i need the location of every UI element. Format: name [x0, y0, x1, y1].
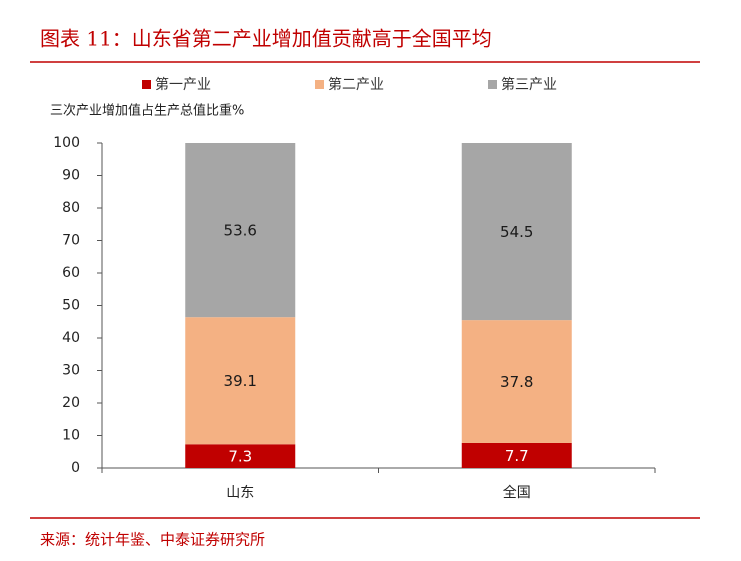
value-label: 7.3	[228, 448, 252, 466]
y-tick-label: 20	[62, 395, 80, 411]
bar-segment	[461, 320, 572, 443]
y-tick-label: 60	[62, 265, 80, 281]
legend-swatch	[142, 80, 151, 89]
y-tick-label: 0	[71, 460, 80, 476]
value-label: 53.6	[224, 222, 257, 240]
y-tick-label: 30	[62, 363, 80, 379]
y-tick-label: 10	[62, 428, 80, 444]
source: 来源：统计年鉴、中泰证券研究所	[40, 531, 265, 549]
y-tick-label: 50	[62, 298, 80, 314]
legend-label: 第一产业	[155, 76, 211, 93]
legend-label: 第二产业	[328, 76, 384, 93]
value-label: 39.1	[224, 372, 257, 390]
bar-segment	[461, 143, 572, 321]
value-label: 37.8	[500, 373, 533, 391]
legend-swatch	[488, 80, 497, 89]
bar-segment	[185, 317, 296, 445]
bar-segment	[185, 143, 296, 318]
bar-segment	[461, 442, 572, 468]
bar-segment	[185, 444, 296, 468]
x-tick-label: 全国	[503, 484, 531, 501]
y-tick-label: 100	[53, 135, 80, 151]
value-label: 7.7	[505, 447, 529, 465]
chart-title: 图表 11：山东省第二产业增加值贡献高于全国平均	[40, 27, 492, 51]
value-label: 54.5	[500, 223, 533, 241]
y-tick-label: 40	[62, 330, 80, 346]
legend-label: 第三产业	[501, 76, 557, 93]
y-axis-label: 三次产业增加值占生产总值比重%	[50, 103, 244, 119]
x-tick-label: 山东	[226, 485, 254, 501]
legend-swatch	[315, 80, 324, 89]
y-tick-label: 80	[62, 200, 80, 216]
y-tick-label: 90	[62, 168, 80, 184]
y-tick-label: 70	[62, 233, 80, 249]
